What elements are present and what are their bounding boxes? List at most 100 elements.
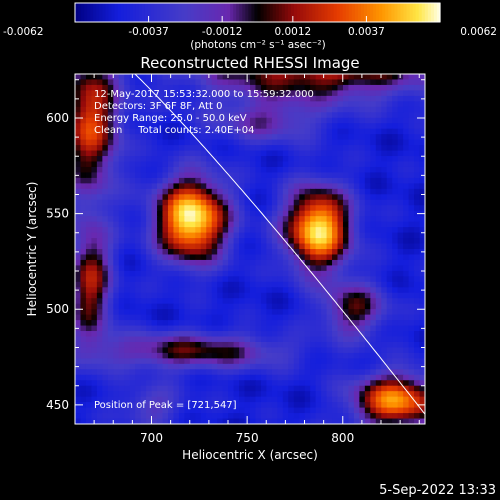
heatmap-pixel xyxy=(397,320,404,327)
heatmap-pixel xyxy=(299,374,306,381)
heatmap-pixel xyxy=(162,84,169,91)
heatmap-pixel xyxy=(250,249,256,255)
heatmap-pixel xyxy=(162,117,169,124)
heatmap-pixel xyxy=(381,172,388,179)
colorbar-cell xyxy=(242,3,246,22)
heatmap-pixel xyxy=(96,341,103,348)
heatmap-pixel xyxy=(288,79,295,86)
heatmap-pixel xyxy=(282,95,289,102)
heatmap-pixel xyxy=(277,216,284,223)
heatmap-pixel xyxy=(353,341,360,348)
heatmap-pixel xyxy=(146,156,153,162)
heatmap-pixel xyxy=(157,205,163,212)
heatmap-pixel xyxy=(408,84,415,91)
heatmap-pixel xyxy=(80,90,87,97)
heatmap-pixel xyxy=(118,199,125,206)
heatmap-pixel xyxy=(173,128,180,135)
heatmap-pixel xyxy=(271,374,278,381)
heatmap-pixel xyxy=(167,95,174,102)
heatmap-pixel xyxy=(102,347,109,354)
heatmap-pixel xyxy=(118,303,125,310)
heatmap-pixel xyxy=(397,276,404,283)
heatmap-pixel xyxy=(408,314,415,321)
heatmap-pixel xyxy=(189,331,196,337)
heatmap-pixel xyxy=(277,210,284,217)
heatmap-pixel xyxy=(408,112,415,119)
heatmap-pixel xyxy=(118,363,125,370)
heatmap-pixel xyxy=(321,363,328,370)
heatmap-pixel xyxy=(118,106,125,113)
heatmap-pixel xyxy=(414,194,421,201)
heatmap-pixel xyxy=(184,374,191,381)
heatmap-pixel xyxy=(233,183,240,190)
heatmap-pixel xyxy=(167,369,174,376)
heatmap-pixel xyxy=(239,172,246,179)
heatmap-pixel xyxy=(370,172,377,179)
heatmap-pixel xyxy=(91,123,98,130)
heatmap-pixel xyxy=(310,227,317,234)
heatmap-pixel xyxy=(91,336,98,343)
heatmap-pixel xyxy=(321,145,328,152)
heatmap-pixel xyxy=(157,199,163,206)
heatmap-pixel xyxy=(332,314,338,321)
heatmap-pixel xyxy=(364,232,371,239)
heatmap-pixel xyxy=(359,117,366,124)
heatmap-pixel xyxy=(419,90,425,97)
heatmap-pixel xyxy=(403,199,410,206)
heatmap-pixel xyxy=(211,352,218,359)
heatmap-pixel xyxy=(348,396,355,403)
heatmap-pixel xyxy=(85,314,92,321)
heatmap-pixel xyxy=(266,281,273,288)
heatmap-pixel xyxy=(217,374,224,381)
heatmap-pixel xyxy=(386,270,393,277)
heatmap-pixel xyxy=(96,352,103,359)
heatmap-pixel xyxy=(337,385,344,392)
heatmap-pixel xyxy=(315,172,322,179)
heatmap-pixel xyxy=(315,298,322,305)
heatmap-pixel xyxy=(91,161,98,168)
heatmap-pixel xyxy=(80,292,87,299)
heatmap-pixel xyxy=(228,156,235,162)
heatmap-pixel xyxy=(211,238,218,245)
heatmap-pixel xyxy=(282,314,289,321)
heatmap-pixel xyxy=(140,243,147,250)
heatmap-pixel xyxy=(342,74,349,80)
heatmap-pixel xyxy=(375,117,382,124)
heatmap-pixel xyxy=(370,128,377,135)
heatmap-pixel xyxy=(113,391,120,398)
heatmap-pixel xyxy=(146,188,153,195)
heatmap-pixel xyxy=(288,172,295,179)
heatmap-pixel xyxy=(91,363,98,370)
heatmap-pixel xyxy=(337,347,344,354)
heatmap-pixel xyxy=(293,396,300,403)
heatmap-pixel xyxy=(189,95,196,102)
heatmap-pixel xyxy=(222,123,229,130)
heatmap-pixel xyxy=(85,374,92,381)
heatmap-pixel xyxy=(271,238,278,245)
heatmap-pixel xyxy=(315,341,322,348)
heatmap-pixel xyxy=(75,276,81,283)
heatmap-pixel xyxy=(140,369,147,376)
heatmap-pixel xyxy=(277,276,284,283)
heatmap-pixel xyxy=(239,221,246,228)
heatmap-pixel xyxy=(299,341,306,348)
heatmap-pixel xyxy=(310,309,317,316)
heatmap-pixel xyxy=(282,161,289,168)
heatmap-pixel xyxy=(332,265,338,272)
heatmap-pixel xyxy=(107,156,114,162)
heatmap-pixel xyxy=(282,205,289,212)
heatmap-pixel xyxy=(135,276,142,283)
heatmap-pixel xyxy=(260,402,267,409)
heatmap-pixel xyxy=(359,145,366,152)
colorbar-cell xyxy=(208,3,213,22)
heatmap-pixel xyxy=(80,402,87,409)
heatmap-pixel xyxy=(337,172,344,179)
heatmap-pixel xyxy=(167,331,174,337)
heatmap-pixel xyxy=(85,161,92,168)
heatmap-pixel xyxy=(277,347,284,354)
heatmap-pixel xyxy=(260,314,267,321)
heatmap-pixel xyxy=(260,161,267,168)
heatmap-pixel xyxy=(244,183,251,190)
heatmap-pixel xyxy=(217,139,224,146)
heatmap-pixel xyxy=(353,298,360,305)
